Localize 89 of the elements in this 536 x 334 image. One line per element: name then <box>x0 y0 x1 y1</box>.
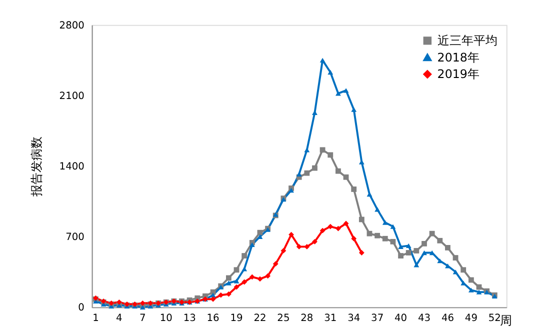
x-tick-label: 49 <box>464 313 478 324</box>
x-tick-label: 7 <box>140 313 146 324</box>
point <box>234 267 240 273</box>
x-tick-label: 4 <box>116 313 122 324</box>
y-axis-title: 报告发病数 <box>30 136 44 198</box>
point <box>374 232 380 238</box>
x-tick-label: 40 <box>394 313 408 324</box>
point <box>280 248 286 254</box>
y-tick-label: 1400 <box>59 161 84 172</box>
point <box>468 277 474 283</box>
y-tick-label: 2100 <box>59 90 84 102</box>
point <box>320 58 326 63</box>
point <box>218 292 224 298</box>
point <box>445 245 450 250</box>
x-tick-label: 31 <box>324 313 337 324</box>
point <box>257 276 263 282</box>
point <box>358 216 364 222</box>
legend-label: 近三年平均 <box>437 34 498 48</box>
point <box>460 267 466 273</box>
x-tick-label: 52 <box>488 313 501 324</box>
point <box>422 250 427 256</box>
point <box>226 280 232 286</box>
x-tick-label: 28 <box>300 313 314 324</box>
x-tick-label: 37 <box>371 313 384 324</box>
point <box>336 226 341 232</box>
point <box>452 255 458 260</box>
x-tick-label: 10 <box>160 313 172 324</box>
point <box>406 243 412 248</box>
x-tick-label: 19 <box>230 313 243 324</box>
point <box>272 261 278 267</box>
point <box>265 273 271 279</box>
point <box>390 238 396 244</box>
point <box>312 238 318 244</box>
point <box>320 228 326 234</box>
point <box>422 240 427 246</box>
x-tick-label: 25 <box>277 313 290 324</box>
point <box>476 290 482 294</box>
point <box>343 220 349 226</box>
x-tick-label: 22 <box>254 313 266 324</box>
x-tick-label: 13 <box>183 313 196 324</box>
point <box>288 232 294 238</box>
x-axis-title: 周 <box>500 313 512 328</box>
point <box>398 244 404 250</box>
point <box>234 284 240 290</box>
point <box>336 168 341 174</box>
point <box>351 236 357 242</box>
legend-label: 2018年 <box>437 50 480 64</box>
point <box>249 274 255 280</box>
x-tick-label: 16 <box>206 313 220 324</box>
point <box>328 224 334 230</box>
legend-label: 2019年 <box>437 67 480 82</box>
point <box>257 230 263 236</box>
x-tick-label: 1 <box>92 313 99 324</box>
point <box>437 238 443 244</box>
point <box>406 250 412 256</box>
point <box>414 248 420 254</box>
point <box>468 288 474 292</box>
x-tick-label: 34 <box>348 313 360 324</box>
point <box>351 186 357 192</box>
point <box>437 258 443 264</box>
point <box>320 147 326 153</box>
x-tick-label: 46 <box>441 313 454 324</box>
point <box>351 107 357 112</box>
point <box>234 278 240 284</box>
point <box>249 242 255 248</box>
point <box>242 279 248 285</box>
point <box>336 91 341 96</box>
point <box>304 170 310 176</box>
x-tick-label: 43 <box>418 313 431 324</box>
point <box>312 165 318 171</box>
y-tick-label: 0 <box>78 302 84 314</box>
point <box>242 266 248 272</box>
y-tick-label: 700 <box>66 232 84 244</box>
point <box>358 250 364 256</box>
point <box>242 253 248 258</box>
point <box>343 88 349 93</box>
point <box>398 253 404 258</box>
point <box>210 289 216 295</box>
point <box>429 230 435 236</box>
point <box>296 172 302 176</box>
point <box>382 236 388 242</box>
point <box>390 224 396 229</box>
point <box>328 70 334 75</box>
point <box>343 174 349 180</box>
point <box>366 230 372 236</box>
point <box>328 152 334 158</box>
point <box>226 275 232 281</box>
point <box>382 220 388 225</box>
y-tick-label: 2800 <box>59 20 84 32</box>
